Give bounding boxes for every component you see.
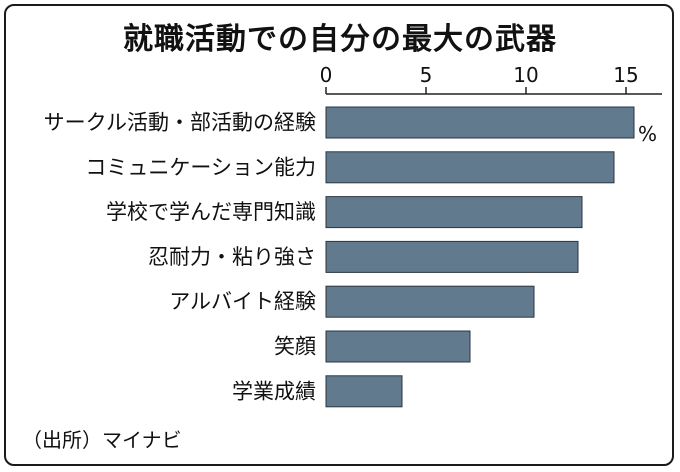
bar: [325, 106, 635, 139]
bar: [325, 375, 403, 408]
category-label: 忍耐力・粘り強さ: [148, 245, 316, 269]
x-tick-label: 0: [320, 63, 333, 87]
chart-title: 就職活動での自分の最大の武器: [123, 22, 557, 57]
bar: [325, 196, 583, 229]
x-tick-label: 15: [613, 63, 638, 87]
source-note: （出所）マイナビ: [22, 428, 182, 452]
category-label: コミュニケーション能力: [85, 155, 316, 179]
bar: [325, 330, 471, 363]
category-labels: サークル活動・部活動の経験コミュニケーション能力学校で学んだ専門知識忍耐力・粘り…: [44, 111, 316, 404]
category-label: 学校で学んだ専門知識: [106, 200, 316, 224]
bar: [325, 285, 535, 318]
category-label: 笑顔: [274, 335, 316, 359]
category-label: アルバイト経験: [169, 290, 316, 314]
bar: [325, 151, 615, 184]
unit-label: %: [638, 122, 657, 146]
category-label: 学業成績: [232, 379, 316, 403]
bar: [325, 240, 579, 273]
bars: [325, 106, 635, 408]
x-axis: 0 5 10 15: [320, 63, 662, 95]
category-label: サークル活動・部活動の経験: [44, 111, 316, 135]
x-tick-label: 5: [420, 63, 433, 87]
x-tick-label: 10: [513, 63, 538, 87]
